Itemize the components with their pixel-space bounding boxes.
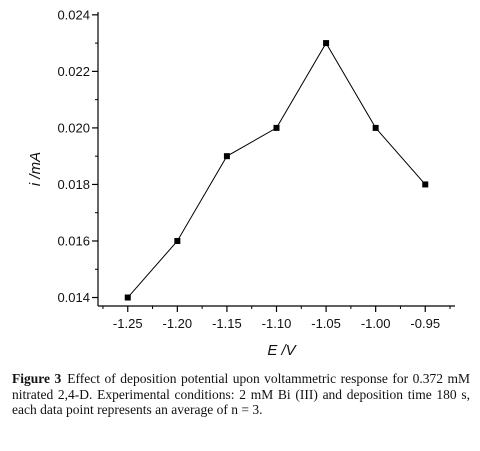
- axes: 0.014 0.016 0.018 0.020 0.022 0.024 -1.25 -1.20…: [57, 7, 455, 331]
- figure-caption: Figure 3 Effect of deposition potential u…: [12, 371, 470, 418]
- x-tick-label: -1.10: [262, 316, 292, 331]
- x-tick-label: -1.15: [212, 316, 242, 331]
- x-axis-label: E /V: [267, 342, 297, 359]
- y-tick-label: 0.018: [57, 177, 90, 192]
- y-tick-label: 0.020: [57, 120, 90, 135]
- data-series: [124, 40, 429, 301]
- data-point: [372, 124, 379, 131]
- x-tick-label: -0.95: [410, 316, 440, 331]
- y-axis-unit: /mA: [27, 152, 44, 183]
- caption-label: Figure 3: [12, 371, 62, 386]
- y-tick-label: 0.016: [57, 233, 90, 248]
- series-line: [127, 42, 426, 298]
- x-axis-symbol: E: [267, 342, 278, 359]
- x-tick-label: -1.25: [113, 316, 143, 331]
- chart: 0.014 0.016 0.018 0.020 0.022 0.024 -1.25 -1.20…: [27, 7, 455, 359]
- y-tick-label: 0.022: [57, 64, 90, 79]
- data-point: [323, 40, 330, 47]
- caption-text: Effect of deposition potential upon volt…: [12, 371, 470, 417]
- data-point: [273, 124, 280, 131]
- x-tick-label: -1.20: [163, 316, 193, 331]
- y-axis-symbol: i: [27, 182, 44, 186]
- y-tick-label: 0.014: [57, 290, 90, 305]
- y-axis-label: i /mA: [27, 152, 44, 186]
- data-point: [174, 237, 181, 244]
- x-tick-label: -1.00: [361, 316, 391, 331]
- data-point: [223, 153, 230, 160]
- data-point: [422, 181, 429, 188]
- x-tick-label: -1.05: [311, 316, 341, 331]
- data-point: [124, 294, 131, 301]
- x-axis-unit: /V: [277, 342, 297, 359]
- y-tick-label: 0.024: [57, 7, 90, 22]
